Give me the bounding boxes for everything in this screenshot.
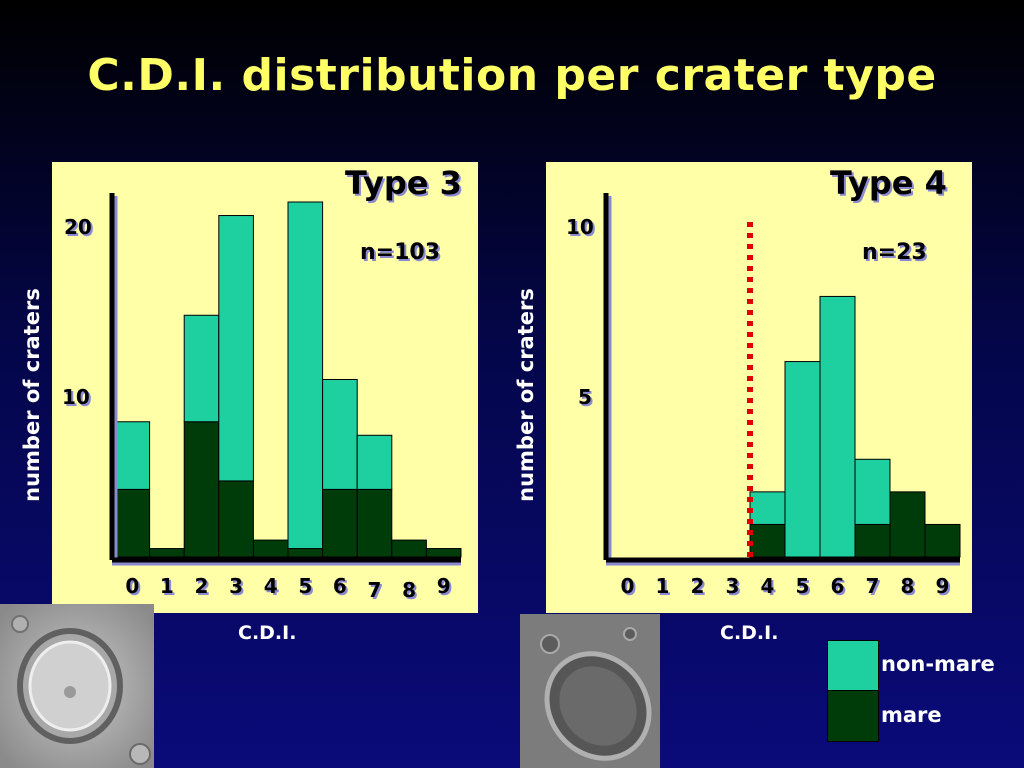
sample-size-type4: n=23: [862, 240, 927, 265]
xtick-9: 9: [436, 574, 451, 598]
xtick-1: 1: [655, 574, 670, 598]
xtick-5: 5: [298, 574, 313, 598]
xtick-5: 5: [795, 574, 810, 598]
bar-mare-9: [924, 523, 961, 558]
xtick-6: 6: [332, 574, 347, 598]
bar-mare-8: [889, 491, 926, 558]
crater-photo-type4: [520, 614, 660, 768]
slide-title: C.D.I. distribution per crater type: [87, 50, 937, 101]
xtick-3: 3: [229, 574, 244, 598]
xtick-2: 2: [690, 574, 705, 598]
xtick-3: 3: [725, 574, 740, 598]
bar-non-mare-6: [322, 379, 358, 490]
xtick-1: 1: [159, 574, 174, 598]
bar-mare-7: [854, 523, 891, 558]
chart-title-type3: Type 3: [345, 164, 462, 202]
bar-mare-4: [749, 523, 786, 558]
legend-label-non-mare: non-mare: [881, 652, 995, 676]
xtick-7: 7: [865, 574, 880, 598]
bar-mare-9: [425, 548, 462, 558]
xtick-2: 2: [194, 574, 209, 598]
chart-title-type4: Type 4: [830, 164, 947, 202]
bar-non-mare-6: [819, 295, 856, 558]
bar-mare-7: [356, 488, 393, 558]
xtick-6: 6: [830, 574, 845, 598]
ytick-type3-10: 10: [62, 385, 90, 409]
bar-non-mare-7: [356, 434, 393, 490]
legend-swatch-mare: [827, 690, 879, 742]
xtick-9: 9: [935, 574, 950, 598]
ytick-type3-20: 20: [64, 215, 92, 239]
xtick-4: 4: [263, 574, 278, 598]
crater-photo-type3: [0, 604, 154, 768]
xtick-0: 0: [125, 574, 140, 598]
legend-swatch-non-mare: [827, 640, 879, 692]
xtick-4: 4: [760, 574, 775, 598]
bar-mare-6: [322, 488, 358, 558]
bar-non-mare-7: [854, 458, 891, 525]
bar-non-mare-5: [784, 361, 821, 558]
bar-non-mare-4: [749, 491, 786, 525]
ytick-type4-10: 10: [566, 215, 594, 239]
xtick-8: 8: [402, 578, 417, 602]
xtick-7: 7: [367, 578, 382, 602]
ytick-type4-5: 5: [578, 385, 592, 409]
ylabel-type4: number of craters: [514, 288, 538, 502]
xtick-0: 0: [620, 574, 635, 598]
bar-non-mare-3: [218, 215, 254, 482]
bar-mare-0: [114, 488, 151, 558]
sample-size-type3: n=103: [360, 240, 441, 265]
bar-non-mare-2: [183, 314, 220, 423]
xlabel-type4: C.D.I.: [720, 622, 779, 644]
xlabel-type3: C.D.I.: [238, 622, 297, 644]
xtick-8: 8: [900, 574, 915, 598]
bar-non-mare-5: [287, 201, 324, 550]
legend-label-mare: mare: [881, 703, 942, 727]
